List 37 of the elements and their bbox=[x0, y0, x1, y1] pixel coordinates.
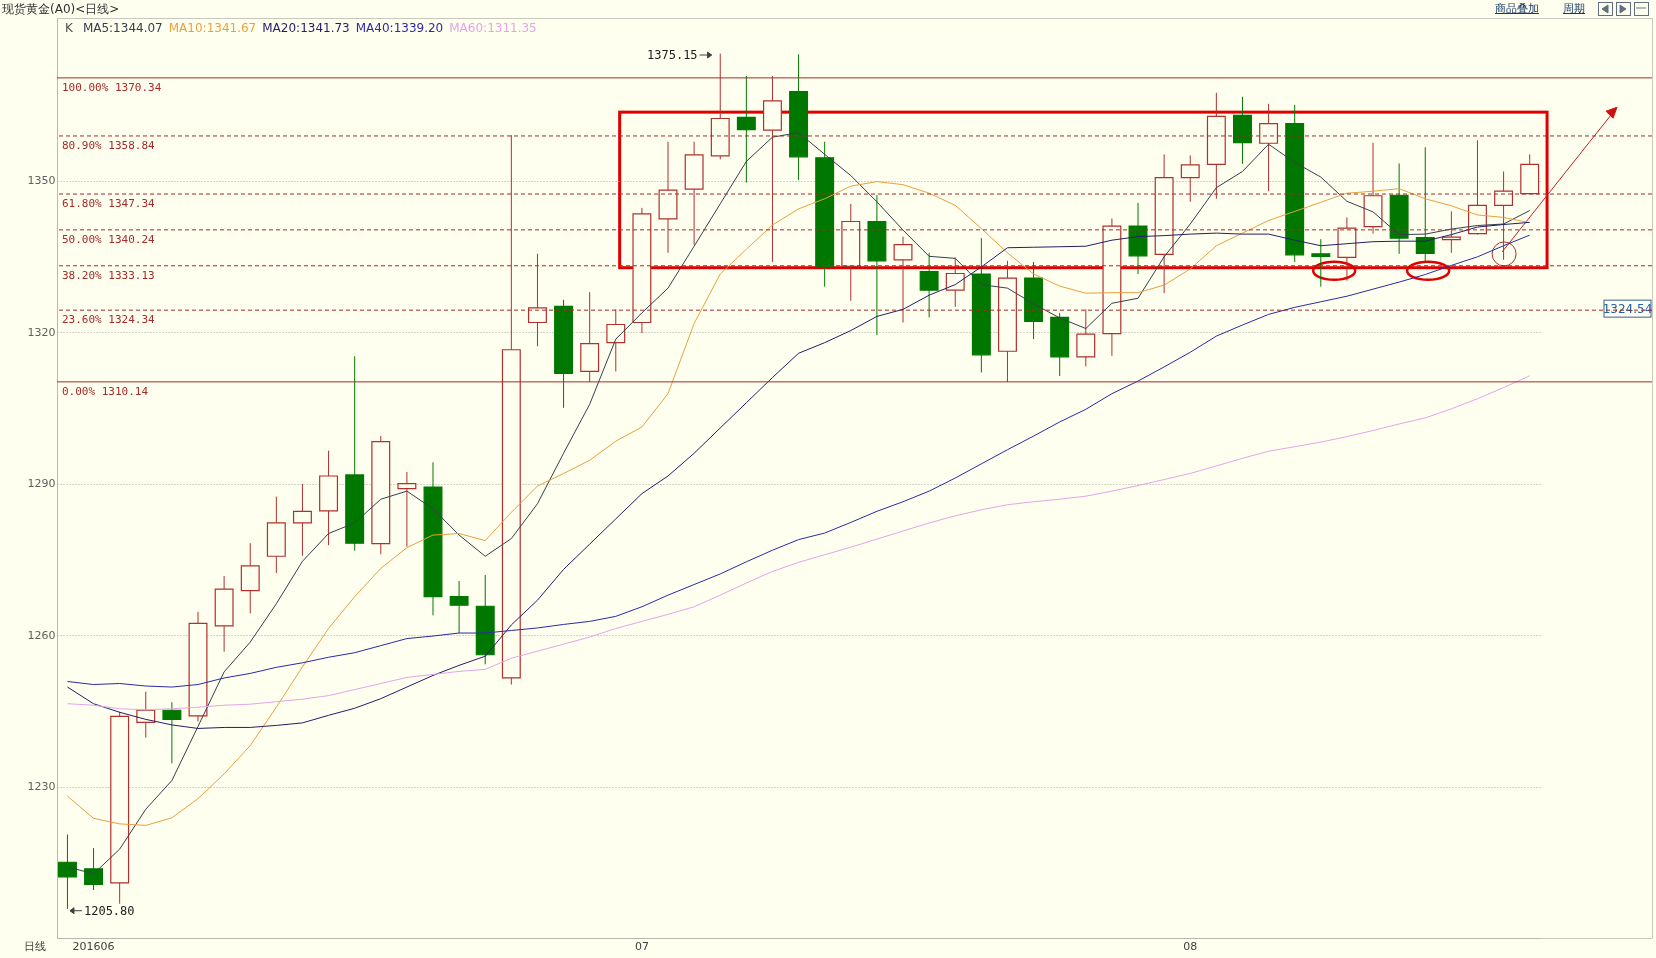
y-tick-label: 1290 bbox=[27, 477, 56, 491]
ref-line-label: 61.80% 1347.34 bbox=[62, 197, 156, 211]
ref-line-label: 80.90% 1358.84 bbox=[62, 138, 156, 152]
text: 商品叠加 bbox=[1495, 1, 1539, 16]
candlestick bbox=[736, 75, 756, 184]
candlestick bbox=[84, 847, 104, 891]
ref-line-label: 23.60% 1324.34 bbox=[62, 313, 156, 327]
ref-line-label: 100.00% 1370.34 bbox=[62, 80, 162, 94]
text: MA40:1339.20 bbox=[355, 21, 444, 35]
text: 日线 bbox=[24, 939, 46, 954]
chart-title: 现货黄金(A0)<日线> bbox=[2, 1, 120, 18]
text: MA5:1344.07 bbox=[82, 21, 163, 35]
candlestick bbox=[449, 580, 469, 634]
text: MA10:1341.67 bbox=[168, 21, 257, 35]
text: MA20:1341.73 bbox=[262, 21, 350, 35]
text: MA60:1311.35 bbox=[449, 21, 537, 35]
legend-title: K bbox=[65, 21, 73, 35]
annotation: 1205.80 bbox=[83, 903, 135, 918]
candlestick bbox=[919, 252, 939, 318]
x-tick-label: 08 bbox=[1183, 939, 1198, 953]
ref-line-label: 0.00% 1310.14 bbox=[62, 384, 149, 398]
candlestick bbox=[57, 833, 77, 910]
ref-line-label: 38.20% 1333.13 bbox=[62, 268, 155, 282]
x-tick-label: 07 bbox=[634, 939, 649, 953]
candlestick bbox=[162, 701, 182, 764]
text: 周期 bbox=[1563, 1, 1585, 16]
candlestick bbox=[1311, 238, 1331, 288]
candlestick bbox=[397, 471, 417, 548]
candlestick bbox=[292, 483, 312, 557]
ref-line-label: 50.00% 1340.24 bbox=[62, 232, 156, 246]
candlestick bbox=[1415, 146, 1435, 264]
y-tick-label: 1260 bbox=[27, 628, 56, 642]
annotation: 1375.15 bbox=[647, 48, 698, 63]
y-tick-label: 1320 bbox=[27, 325, 56, 339]
y-tick-label: 1350 bbox=[27, 174, 56, 188]
y-tick-label: 1230 bbox=[27, 780, 56, 794]
x-tick-label: 201606 bbox=[72, 939, 115, 953]
